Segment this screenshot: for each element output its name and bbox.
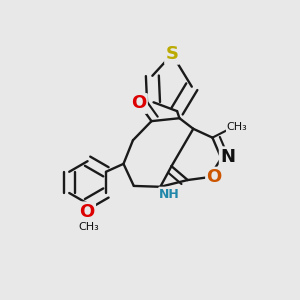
Text: N: N bbox=[220, 148, 235, 166]
Text: O: O bbox=[131, 94, 146, 112]
Text: O: O bbox=[207, 168, 222, 186]
Text: CH₃: CH₃ bbox=[78, 222, 99, 232]
Text: S: S bbox=[166, 45, 178, 63]
Text: NH: NH bbox=[159, 188, 180, 201]
Text: O: O bbox=[80, 203, 94, 221]
Text: CH₃: CH₃ bbox=[226, 122, 247, 132]
